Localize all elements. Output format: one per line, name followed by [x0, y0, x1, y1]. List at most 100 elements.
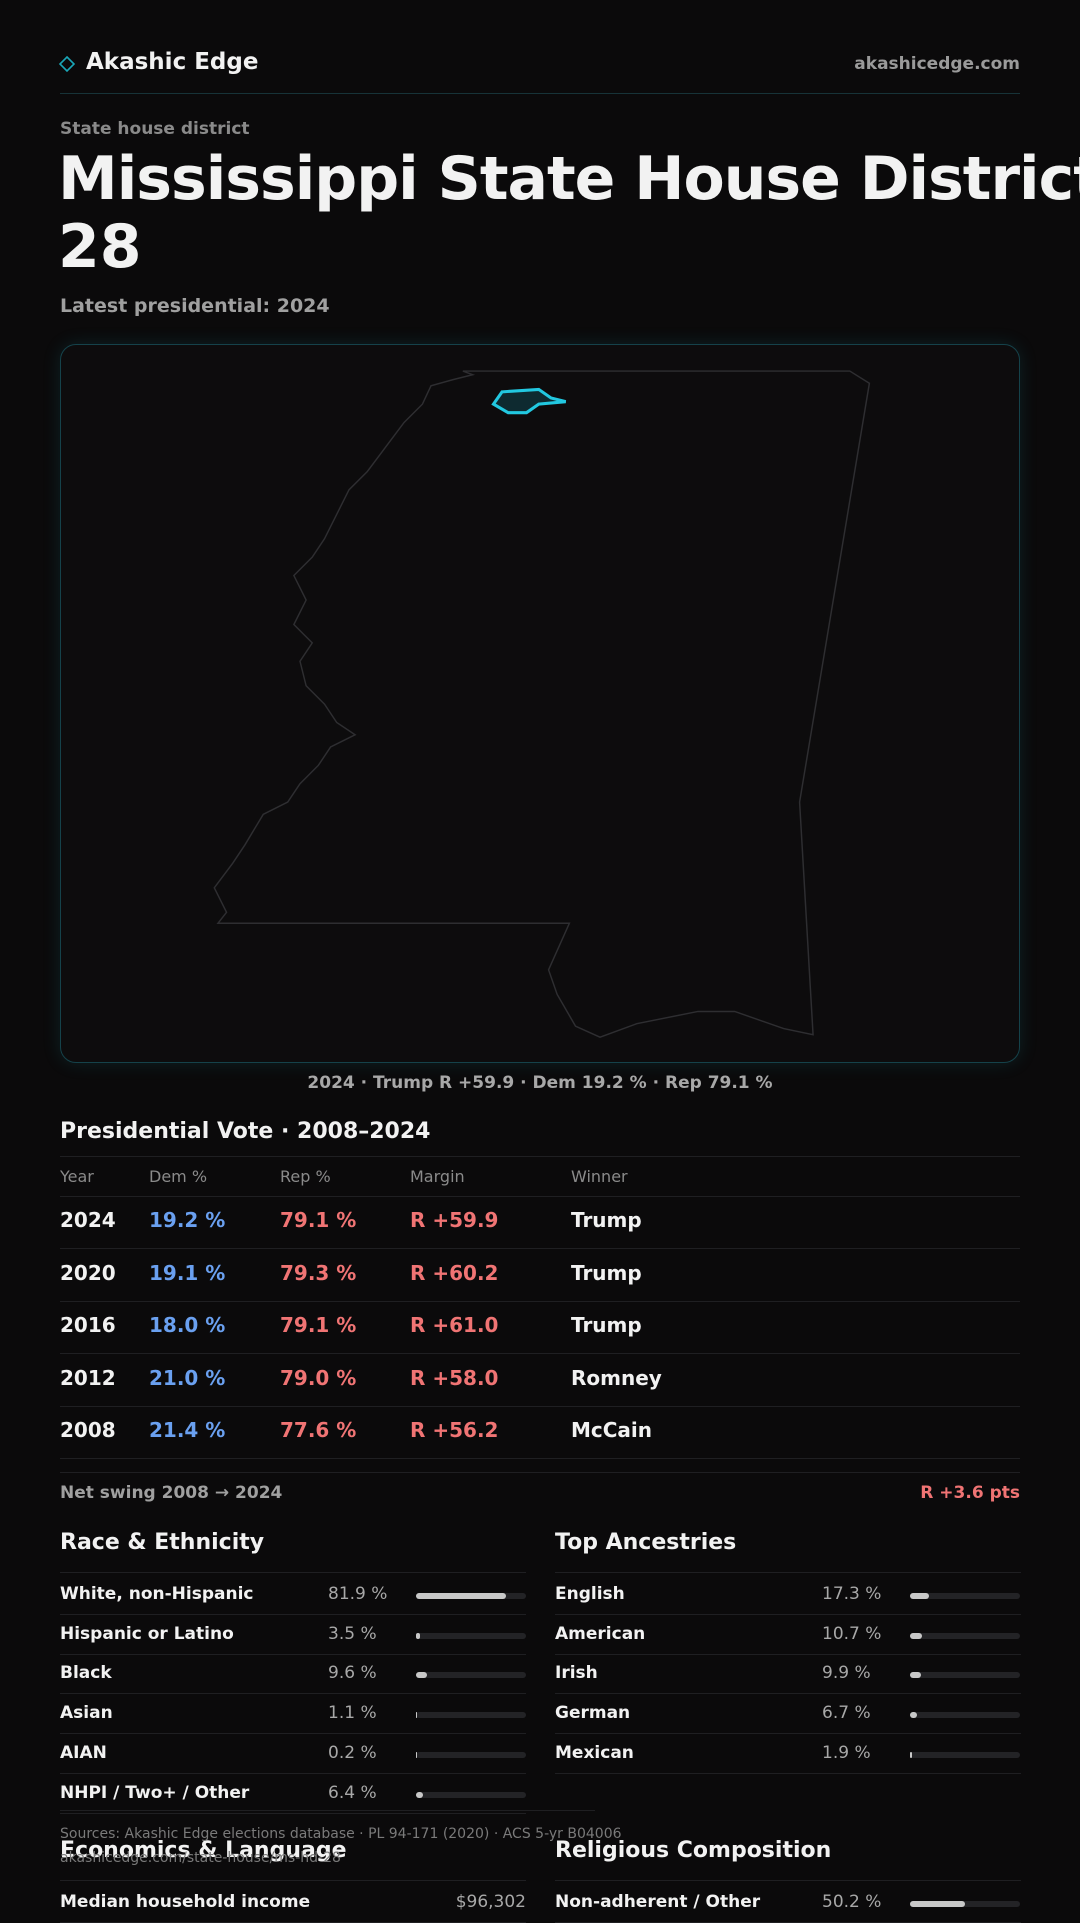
- divider: [60, 1614, 526, 1615]
- table-cell: 2024: [60, 1208, 116, 1232]
- table-cell: 77.6 %: [280, 1418, 357, 1443]
- bar-track: [910, 1712, 1020, 1719]
- divider: [60, 1353, 1020, 1355]
- section-title: Religious Composition: [555, 1838, 832, 1863]
- row-label: Asian: [60, 1703, 113, 1724]
- divider: [555, 1653, 1021, 1655]
- row-label: AIAN: [60, 1742, 107, 1763]
- table-cell: R +56.2: [410, 1418, 499, 1443]
- bar-track: [910, 1593, 1020, 1599]
- bar: [910, 1672, 921, 1679]
- column-header: Dem %: [149, 1167, 208, 1186]
- row-value: 81.9 %: [328, 1584, 388, 1604]
- divider: [555, 1772, 1021, 1774]
- bar-track: [416, 1791, 526, 1798]
- table-cell: 18.0 %: [149, 1313, 226, 1338]
- table-cell: 2008: [60, 1418, 116, 1443]
- row-label: American: [555, 1623, 646, 1644]
- divider: [60, 1248, 1020, 1249]
- row-label: NHPI / Two+ / Other: [60, 1782, 250, 1803]
- row-value: 1.1 %: [328, 1703, 377, 1724]
- row-label: Black: [60, 1663, 112, 1684]
- divider: [60, 1572, 526, 1573]
- brand-icon: [58, 55, 76, 73]
- column-header: Year: [60, 1167, 94, 1186]
- column-header: Rep %: [280, 1167, 331, 1186]
- divider: [60, 1810, 595, 1811]
- row-value: 50.2 %: [822, 1892, 882, 1912]
- bar-track: [910, 1672, 1020, 1679]
- table-cell: Romney: [571, 1365, 662, 1390]
- bar: [416, 1632, 420, 1639]
- divider: [60, 1156, 1020, 1157]
- divider: [555, 1880, 1021, 1881]
- section-title: Race & Ethnicity: [60, 1530, 265, 1555]
- table-title: Presidential Vote · 2008–2024: [60, 1119, 431, 1144]
- divider: [60, 1880, 526, 1881]
- table-cell: McCain: [571, 1418, 653, 1443]
- row-value: 9.9 %: [822, 1663, 871, 1684]
- bar: [416, 1751, 417, 1758]
- map: [213, 370, 871, 1038]
- swing-value: R +3.6 pts: [920, 1483, 1020, 1503]
- state-outline: [213, 370, 871, 1038]
- section-title: Economics & Language: [60, 1838, 347, 1863]
- row-value: 0.2 %: [328, 1742, 377, 1763]
- table-cell: R +58.0: [410, 1365, 499, 1390]
- title: 28: [58, 212, 142, 282]
- divider: [60, 1458, 1020, 1460]
- row-value: $96,302: [455, 1892, 526, 1912]
- bar-track: [416, 1632, 526, 1639]
- bar-track: [910, 1751, 1020, 1758]
- divider: [60, 93, 1020, 94]
- swing-label: Net swing 2008 → 2024: [60, 1483, 283, 1503]
- row-value: 9.6 %: [328, 1663, 377, 1684]
- row-value: 17.3 %: [822, 1584, 882, 1604]
- bar-track: [416, 1712, 526, 1719]
- map-caption: 2024 · Trump R +59.9 · Dem 19.2 % · Rep …: [307, 1073, 773, 1093]
- bar-track: [910, 1632, 1020, 1639]
- district-shape[interactable]: [491, 387, 567, 415]
- table-cell: 2012: [60, 1365, 116, 1390]
- title: Mississippi State House District: [58, 144, 1080, 214]
- table-cell: 21.0 %: [149, 1365, 226, 1390]
- divider: [555, 1733, 1021, 1735]
- bar: [416, 1672, 427, 1679]
- table-cell: Trump: [571, 1313, 642, 1338]
- table-cell: 79.1 %: [280, 1208, 357, 1232]
- divider: [555, 1614, 1021, 1615]
- section-title: Top Ancestries: [555, 1530, 737, 1555]
- bar-track: [416, 1672, 526, 1679]
- site-link[interactable]: akashicedge.com: [854, 54, 1020, 74]
- row-label: Hispanic or Latino: [60, 1623, 234, 1644]
- url: akashicedge.com/state-house/ms-hd-28: [60, 1850, 341, 1866]
- bar: [416, 1791, 424, 1798]
- bar: [910, 1632, 922, 1639]
- bar: [910, 1593, 930, 1599]
- divider: [60, 1772, 526, 1774]
- table-cell: 19.2 %: [149, 1208, 226, 1232]
- row-label: White, non-Hispanic: [60, 1584, 254, 1604]
- column-header: Margin: [410, 1167, 465, 1186]
- bar: [416, 1712, 418, 1719]
- row-value: 10.7 %: [822, 1623, 882, 1644]
- row-label: Median household income: [60, 1892, 311, 1912]
- table-cell: 79.0 %: [280, 1365, 357, 1390]
- row-value: 6.4 %: [328, 1782, 377, 1803]
- subtitle: Latest presidential: 2024: [60, 295, 330, 317]
- divider: [555, 1572, 1021, 1573]
- divider: [60, 1300, 1020, 1302]
- row-label: Irish: [555, 1663, 598, 1684]
- table-cell: 21.4 %: [149, 1418, 226, 1443]
- divider: [60, 1653, 526, 1655]
- table-cell: Trump: [571, 1208, 642, 1232]
- divider: [60, 1812, 526, 1814]
- row-value: 1.9 %: [822, 1742, 871, 1763]
- brand: Akashic Edge: [86, 49, 259, 75]
- table-cell: 79.1 %: [280, 1313, 357, 1338]
- table-cell: R +60.2: [410, 1260, 499, 1285]
- table-cell: R +59.9: [410, 1208, 499, 1232]
- bar-track: [416, 1751, 526, 1758]
- table-cell: 19.1 %: [149, 1260, 226, 1285]
